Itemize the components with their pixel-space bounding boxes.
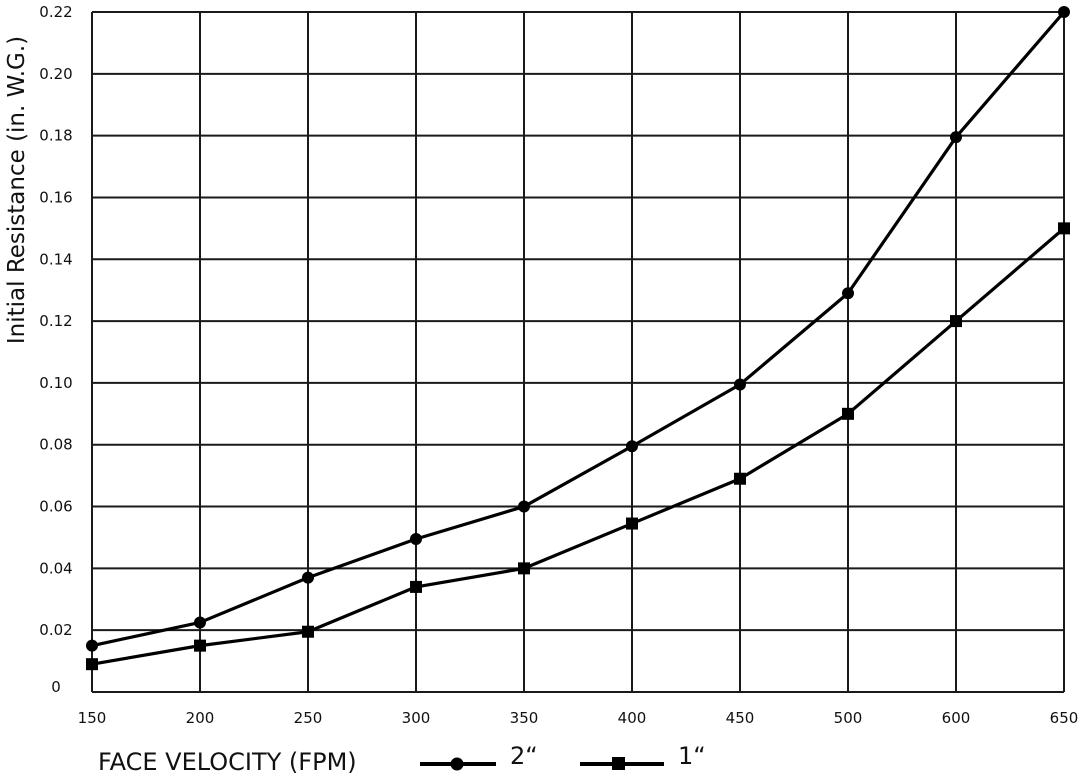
data-point-circle [302, 571, 314, 584]
legend-marker-square [612, 757, 625, 770]
data-point-circle [734, 378, 746, 391]
x-tick-label: 400 [618, 709, 647, 727]
data-point-circle [194, 616, 206, 629]
y-tick-label: 0.10 [39, 374, 72, 392]
x-tick-label: 300 [402, 709, 431, 727]
x-tick-labels: 150 200 250 300 350 400 450 500 600 650 [78, 709, 1079, 727]
legend: FACE VELOCITY (FPM) 2“ 1“ [98, 742, 706, 776]
y-tick-label: 0 [51, 678, 61, 696]
y-tick-label: 0.04 [39, 559, 72, 577]
x-tick-label: 200 [186, 709, 215, 727]
data-point-square [86, 658, 98, 671]
data-point-circle [1058, 6, 1070, 18]
data-point-circle [842, 287, 854, 300]
y-tick-label: 0.18 [39, 127, 72, 145]
data-point-square [950, 315, 962, 328]
x-tick-label: 650 [1050, 709, 1079, 727]
legend-label-2in: 2“ [510, 742, 538, 770]
data-point-circle [626, 440, 638, 453]
data-point-square [410, 580, 422, 593]
x-tick-label: 350 [510, 709, 539, 727]
x-tick-label: 500 [834, 709, 863, 727]
x-tick-label: 450 [726, 709, 755, 727]
data-point-square [1058, 222, 1070, 235]
series-group [86, 6, 1070, 671]
y-tick-label: 0.08 [39, 436, 72, 454]
data-point-square [842, 407, 854, 420]
series-1 [86, 6, 1070, 652]
y-axis-label: Initial Resistance (in. W.G.) [4, 36, 30, 344]
data-point-circle [86, 639, 98, 652]
legend-marker-circle [450, 757, 464, 771]
data-point-square [734, 472, 746, 485]
y-tick-label: 0.16 [39, 188, 72, 206]
y-tick-label: 0.22 [39, 3, 72, 21]
y-tick-label: 0.20 [39, 65, 72, 83]
data-point-circle [518, 500, 530, 513]
y-tick-label: 0.12 [39, 312, 72, 330]
data-point-square [194, 639, 206, 652]
x-tick-label: 600 [942, 709, 971, 727]
series-line [91, 227, 1066, 666]
data-point-square [626, 517, 638, 530]
y-tick-labels: 0 0.02 0.04 0.06 0.08 0.10 0.12 0.14 0.16 0.18 0.2… [39, 3, 72, 696]
data-point-square [518, 562, 530, 575]
data-point-circle [950, 131, 962, 144]
legend-label-1in: 1“ [678, 742, 706, 770]
x-tick-label: 250 [294, 709, 323, 727]
grid [91, 11, 1065, 693]
y-tick-label: 0.02 [39, 621, 72, 639]
series-line [91, 10, 1066, 648]
data-point-square [302, 625, 314, 638]
y-tick-label: 0.14 [39, 250, 72, 268]
x-tick-label: 150 [78, 709, 107, 727]
y-tick-label: 0.06 [39, 498, 72, 516]
x-axis-label: FACE VELOCITY (FPM) [98, 748, 357, 776]
series-2 [86, 222, 1070, 671]
data-point-circle [410, 533, 422, 545]
